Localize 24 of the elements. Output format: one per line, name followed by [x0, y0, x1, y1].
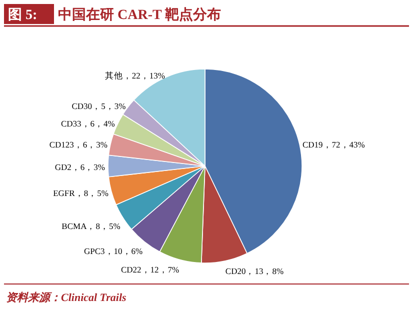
- slice-label: GD2: [54, 162, 72, 172]
- data-label: ，8，5%: [74, 188, 108, 198]
- slice-label: BCMA: [62, 221, 88, 232]
- chart-title: 图 5: 中国在研 CAR-T 靶点分布: [8, 8, 222, 23]
- slice-label: CD19: [302, 140, 323, 150]
- data-label: ，6，3%: [74, 140, 108, 150]
- text: 资料来源：Clinical Trails: [6, 291, 126, 304]
- slice-label: CD123: [49, 140, 74, 150]
- slice-label: CD30: [72, 101, 92, 112]
- data-label: ，5，3%: [92, 101, 126, 112]
- data-label: ，12，7%: [141, 264, 180, 275]
- data-label: ，10，6%: [104, 246, 143, 256]
- data-label: ，13，8%: [246, 266, 284, 276]
- slice-label: CD33: [60, 118, 82, 129]
- data-label: ，6，4%: [81, 118, 115, 129]
- data-label: ，6，3%: [71, 162, 105, 172]
- slice-label: EGFR: [53, 188, 76, 198]
- slice-label: CD22: [120, 264, 142, 275]
- data-label: ，72，43%: [322, 140, 365, 150]
- slice-label: 其他: [104, 70, 123, 80]
- data-label: ，22，13%: [122, 70, 166, 80]
- slice-label: GPC3: [84, 246, 105, 256]
- slice-label: CD20: [225, 266, 246, 276]
- data-label: ，8，5%: [86, 221, 120, 232]
